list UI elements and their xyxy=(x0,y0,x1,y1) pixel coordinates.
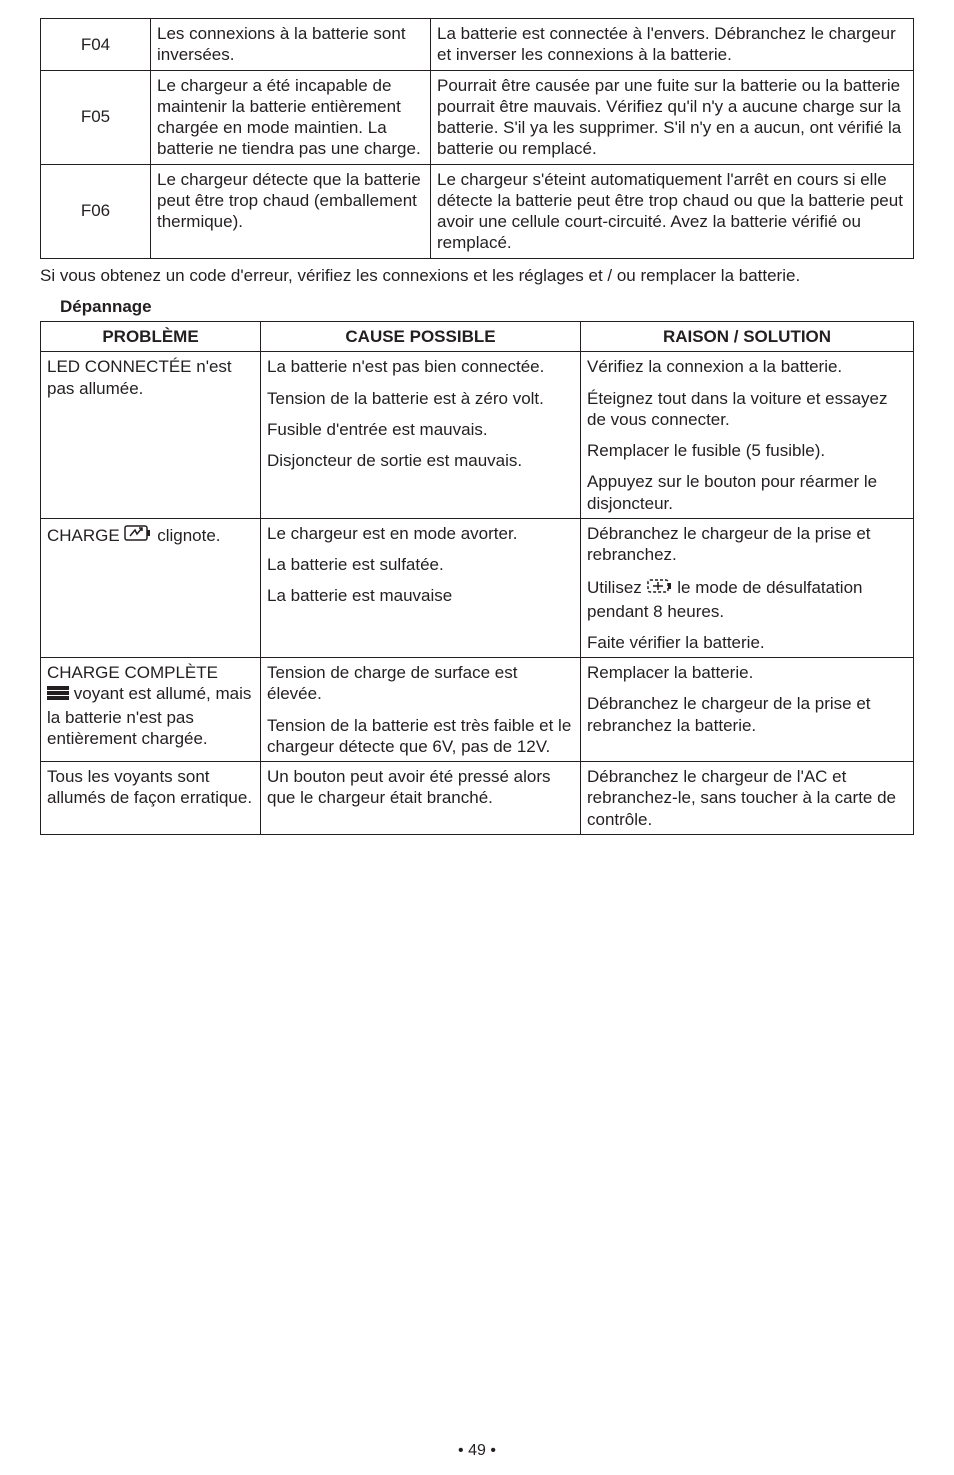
cause-text: Tension de la batterie est à zéro volt. xyxy=(267,388,574,409)
troubleshoot-table: PROBLÈME CAUSE POSSIBLE RAISON / SOLUTIO… xyxy=(40,321,914,835)
solution-text: Remplacer le fusible (5 fusible). xyxy=(587,440,907,461)
solution-text: Éteignez tout dans la voiture et essayez… xyxy=(587,388,907,431)
cause-text: La batterie n'est pas bien connectée. xyxy=(267,356,574,377)
table-header-row: PROBLÈME CAUSE POSSIBLE RAISON / SOLUTIO… xyxy=(41,322,914,352)
cause-cell: La batterie n'est pas bien connectée. Te… xyxy=(261,352,581,519)
problem-text-prefix: CHARGE xyxy=(47,526,124,545)
table-row: CHARGE clignote. Le chargeur est en mode… xyxy=(41,518,914,657)
cause-text: La batterie est mauvaise xyxy=(267,585,574,606)
cause-text: La batterie est sulfatée. xyxy=(267,554,574,575)
solution-text: Débranchez le chargeur de la prise et re… xyxy=(587,693,907,736)
problem-text-line1: CHARGE COMPLÈTE xyxy=(47,663,218,682)
desulfation-mode-icon xyxy=(647,575,673,600)
problem-cell: CHARGE clignote. xyxy=(41,518,261,657)
cause-text: Le chargeur est en mode avorter. xyxy=(267,523,574,544)
problem-cell: CHARGE COMPLÈTE voyant est allumé, mais … xyxy=(41,658,261,762)
problem-text-after-icon: voyant est allumé, mais la batterie n'es… xyxy=(47,684,251,748)
solution-text: Vérifiez la connexion a la batterie. xyxy=(587,356,907,377)
problem-text-suffix: clignote. xyxy=(157,526,220,545)
section-title-depannage: Dépannage xyxy=(60,296,914,317)
after-table-note: Si vous obtenez un code d'erreur, vérifi… xyxy=(40,265,914,286)
solution-cell: Débranchez le chargeur de l'AC et rebran… xyxy=(581,762,914,835)
table-row: Tous les voyants sont allumés de façon e… xyxy=(41,762,914,835)
solution-cell: Remplacer la batterie. Débranchez le cha… xyxy=(581,658,914,762)
table-row: F04 Les connexions à la batterie sont in… xyxy=(41,19,914,71)
error-code: F06 xyxy=(41,164,151,258)
cause-text: Tension de charge de surface est élevée. xyxy=(267,662,574,705)
problem-text: Tous les voyants sont allumés de façon e… xyxy=(47,767,252,807)
error-code: F04 xyxy=(41,19,151,71)
problem-cell: Tous les voyants sont allumés de façon e… xyxy=(41,762,261,835)
table-row: LED CONNECTÉE n'est pas allumée. La batt… xyxy=(41,352,914,519)
error-explanation: Pourrait être causée par une fuite sur l… xyxy=(431,70,914,164)
error-explanation: Le chargeur s'éteint automatiquement l'a… xyxy=(431,164,914,258)
cause-text: Tension de la batterie est très faible e… xyxy=(267,715,574,758)
header-cause: CAUSE POSSIBLE xyxy=(261,322,581,352)
solution-text: Utilisez le mode de désulfatation pendan… xyxy=(587,575,907,622)
header-probleme: PROBLÈME xyxy=(41,322,261,352)
solution-text-before: Utilisez xyxy=(587,578,647,597)
solution-text: Débranchez le chargeur de l'AC et rebran… xyxy=(587,767,896,829)
table-row: F06 Le chargeur détecte que la batterie … xyxy=(41,164,914,258)
cause-text: Un bouton peut avoir été pressé alors qu… xyxy=(267,767,551,807)
solution-text: Appuyez sur le bouton pour réarmer le di… xyxy=(587,471,907,514)
error-cause: Les connexions à la batterie sont invers… xyxy=(151,19,431,71)
cause-text: Disjoncteur de sortie est mauvais. xyxy=(267,450,574,471)
battery-charging-icon xyxy=(124,523,152,548)
error-code-table: F04 Les connexions à la batterie sont in… xyxy=(40,18,914,259)
solution-text: Faite vérifier la batterie. xyxy=(587,632,907,653)
error-explanation: La batterie est connectée à l'envers. Dé… xyxy=(431,19,914,71)
cause-text: Fusible d'entrée est mauvais. xyxy=(267,419,574,440)
problem-text: LED CONNECTÉE n'est pas allumée. xyxy=(47,357,232,397)
error-code: F05 xyxy=(41,70,151,164)
solution-cell: Débranchez le chargeur de la prise et re… xyxy=(581,518,914,657)
solution-text: Remplacer la batterie. xyxy=(587,662,907,683)
error-cause: Le chargeur détecte que la batterie peut… xyxy=(151,164,431,258)
problem-cell: LED CONNECTÉE n'est pas allumée. xyxy=(41,352,261,519)
cause-cell: Un bouton peut avoir été pressé alors qu… xyxy=(261,762,581,835)
solution-cell: Vérifiez la connexion a la batterie. Éte… xyxy=(581,352,914,519)
cause-cell: Le chargeur est en mode avorter. La batt… xyxy=(261,518,581,657)
header-raison: RAISON / SOLUTION xyxy=(581,322,914,352)
table-row: CHARGE COMPLÈTE voyant est allumé, mais … xyxy=(41,658,914,762)
error-cause: Le chargeur a été incapable de maintenir… xyxy=(151,70,431,164)
solution-text: Débranchez le chargeur de la prise et re… xyxy=(587,523,907,566)
cause-cell: Tension de charge de surface est élevée.… xyxy=(261,658,581,762)
page-number: • 49 • xyxy=(0,1441,954,1461)
battery-full-icon xyxy=(47,685,69,706)
table-row: F05 Le chargeur a été incapable de maint… xyxy=(41,70,914,164)
